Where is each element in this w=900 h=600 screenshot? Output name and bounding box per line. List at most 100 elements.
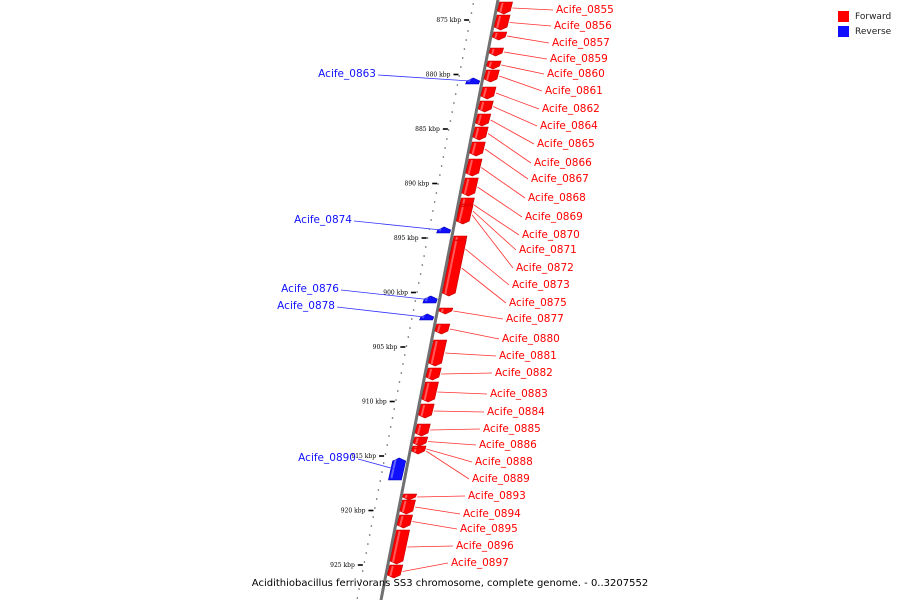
gene-label[interactable]: Acife_0877	[506, 313, 564, 325]
gene-label[interactable]: Acife_0865	[537, 138, 595, 150]
gene-feature[interactable]	[414, 423, 431, 437]
gene-feature[interactable]	[436, 226, 452, 234]
gene-label[interactable]: Acife_0864	[540, 120, 598, 132]
gene-label[interactable]: Acife_0859	[550, 53, 608, 65]
gene-highlight	[494, 32, 498, 39]
leader-line	[437, 391, 488, 395]
gene-label[interactable]: Acife_0856	[554, 20, 612, 32]
gene-feature[interactable]	[493, 14, 511, 31]
kbp-ruler: 875 kbp 880 kbp 885 kbp 890 kbp 895 kbp 900 k…	[330, 17, 470, 569]
gene-label[interactable]: Acife_0878	[277, 300, 335, 312]
gene-feature[interactable]	[399, 499, 416, 515]
gene-feature[interactable]	[477, 100, 494, 113]
gene-feature[interactable]	[438, 307, 454, 315]
gene-feature[interactable]	[419, 313, 435, 321]
gene-label[interactable]: Acife_0870	[522, 229, 580, 241]
gene-highlight	[458, 206, 464, 223]
gene-label[interactable]: Acife_0857	[552, 37, 610, 49]
gene-label[interactable]: Acife_0895	[460, 523, 518, 535]
gene-label[interactable]: Acife_0897	[451, 557, 509, 569]
gene-feature[interactable]	[402, 493, 418, 501]
gene-label[interactable]: Acife_0882	[495, 367, 553, 379]
leader-line	[449, 328, 500, 340]
gene-feature[interactable]	[486, 60, 502, 70]
gene-label[interactable]: Acife_0890	[298, 452, 356, 464]
leader-line	[427, 441, 477, 446]
leader-line	[484, 148, 529, 180]
tick-label: 915 kbp	[351, 453, 376, 460]
gene-label[interactable]: Acife_0884	[487, 406, 545, 418]
gene-feature[interactable]	[434, 323, 451, 335]
gene-label[interactable]: Acife_0894	[463, 508, 521, 520]
gene-feature[interactable]	[396, 514, 413, 529]
leader-line	[487, 133, 532, 164]
gene-label[interactable]: Acife_0888	[475, 456, 533, 468]
gene-label[interactable]: Acife_0876	[281, 283, 339, 295]
gene-label[interactable]: Acife_0860	[547, 68, 605, 80]
gene-feature[interactable]	[428, 339, 448, 367]
gene-label[interactable]: Acife_0862	[542, 103, 600, 115]
gene-feature[interactable]	[475, 113, 492, 127]
legend-item-forward: Forward	[838, 9, 891, 24]
gene-label[interactable]: Acife_0875	[509, 297, 567, 309]
gene-label[interactable]: Acife_0866	[534, 157, 592, 169]
gene-feature[interactable]	[421, 381, 439, 403]
track-dot	[467, 30, 469, 32]
track-dot	[386, 444, 389, 446]
gene-label[interactable]: Acife_0868	[528, 192, 586, 204]
gene-label[interactable]: Acife_0885	[483, 423, 541, 435]
gene-label[interactable]: Acife_0896	[456, 540, 514, 552]
gene-label[interactable]: Acife_0871	[519, 244, 577, 256]
leader-line	[353, 220, 442, 231]
gene-label[interactable]: Acife_0869	[525, 211, 583, 223]
gene-label[interactable]: Acife_0889	[472, 473, 530, 485]
gene-feature[interactable]	[461, 177, 479, 197]
gene-label[interactable]: Acife_0872	[516, 262, 574, 274]
gene-label[interactable]: Acife_0874	[294, 214, 352, 226]
gene-label[interactable]: Acife_0893	[468, 490, 526, 502]
gene-highlight	[415, 437, 419, 445]
gene-feature[interactable]	[412, 436, 429, 447]
gene-feature[interactable]	[472, 126, 489, 141]
track-dot	[437, 183, 439, 185]
gene-feature[interactable]	[441, 239, 467, 297]
gene-label[interactable]: Acife_0881	[499, 350, 557, 362]
leader-line	[493, 106, 538, 127]
track-dot	[377, 489, 380, 491]
track-dot	[444, 147, 446, 149]
gene-feature[interactable]	[496, 1, 513, 15]
leader-line	[481, 167, 526, 199]
gene-feature[interactable]	[480, 86, 497, 100]
gene-label[interactable]: Acife_0867	[531, 173, 589, 185]
track-dot	[391, 417, 394, 419]
gene-feature[interactable]	[488, 47, 505, 57]
gene-label[interactable]: Acife_0873	[512, 279, 570, 291]
gene-feature[interactable]	[469, 141, 486, 157]
gene-label[interactable]: Acife_0863	[318, 68, 376, 80]
gene-feature[interactable]	[389, 529, 410, 565]
gene-feature[interactable]	[422, 295, 438, 304]
gene-label[interactable]: Acife_0855	[556, 4, 614, 16]
gene-label[interactable]: Acife_0880	[502, 333, 560, 345]
gene-feature[interactable]	[465, 77, 481, 85]
tick-label: 885 kbp	[415, 126, 440, 133]
gene-feature[interactable]	[455, 205, 474, 225]
gene-label[interactable]: Acife_0886	[479, 439, 537, 451]
gene-feature[interactable]	[388, 457, 407, 481]
leader-line	[506, 35, 550, 44]
gene-feature[interactable]	[411, 447, 427, 455]
leader-line	[445, 352, 497, 357]
gene-label[interactable]: Acife_0883	[490, 388, 548, 400]
gene-feature[interactable]	[425, 367, 442, 381]
gene-feature[interactable]	[386, 564, 404, 579]
reverse-swatch	[838, 26, 849, 37]
gene-highlight	[463, 178, 470, 195]
gene-feature[interactable]	[418, 403, 435, 419]
gene-highlight	[499, 2, 504, 13]
gene-feature[interactable]	[483, 69, 500, 83]
gene-feature[interactable]	[491, 31, 508, 41]
gene-label[interactable]: Acife_0861	[545, 85, 603, 97]
gene-feature[interactable]	[465, 158, 483, 177]
track-dot	[393, 408, 396, 410]
track-dot	[463, 48, 466, 50]
